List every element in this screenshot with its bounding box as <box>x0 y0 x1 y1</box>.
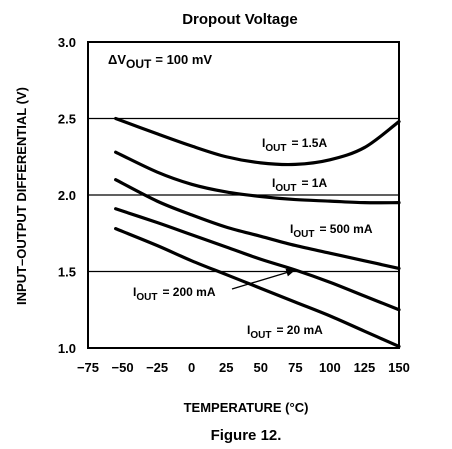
series-labels: IOUT = 1.5A IOUT = 1A IOUT = 500 mA IOUT = 200 … <box>133 136 373 341</box>
annotation-prefix: ΔV <box>108 52 126 67</box>
plot-frame <box>87 41 400 349</box>
x-tick-label: 100 <box>319 360 341 375</box>
series-iout-1a <box>114 150 401 205</box>
y-tick-label: 2.5 <box>58 112 76 127</box>
x-tick-label: −75 <box>77 360 99 375</box>
x-tick-label: 150 <box>388 360 410 375</box>
x-tick-label: −50 <box>112 360 134 375</box>
label-iout-1a: IOUT = 1A <box>272 176 327 194</box>
annotation-sub: OUT <box>126 57 152 71</box>
label-iout-20ma: IOUT = 20 mA <box>247 323 323 341</box>
annotation-suffix: = 100 mV <box>155 52 212 67</box>
x-axis-ticks: −75 −50 −25 0 25 50 75 100 125 150 <box>77 360 410 375</box>
label-iout-500ma: IOUT = 500 mA <box>290 222 373 240</box>
series-iout-200ma <box>114 207 401 312</box>
x-tick-label: 50 <box>254 360 268 375</box>
x-tick-label: 75 <box>288 360 302 375</box>
y-tick-label: 1.5 <box>58 265 76 280</box>
y-tick-label: 3.0 <box>58 35 76 50</box>
series-iout-500ma <box>114 178 401 271</box>
y-axis-label: INPUT–OUTPUT DIFFERENTIAL (V) <box>14 87 29 305</box>
y-axis-ticks: 1.0 1.5 2.0 2.5 3.0 <box>58 35 76 356</box>
x-tick-label: 0 <box>188 360 195 375</box>
leader-arrow-line <box>231 269 296 290</box>
series-group <box>114 116 401 349</box>
x-tick-label: 25 <box>219 360 233 375</box>
delta-vout-annotation: ΔVOUT = 100 mV <box>108 52 212 71</box>
y-tick-label: 2.0 <box>58 188 76 203</box>
leader-arrow-head <box>285 268 296 277</box>
label-iout-200ma: IOUT = 200 mA <box>133 285 216 303</box>
figure-caption: Figure 12. <box>211 427 282 444</box>
x-axis-label: TEMPERATURE (°C) <box>184 400 309 415</box>
chart-title: Dropout Voltage <box>182 11 298 28</box>
x-tick-label: −25 <box>146 360 168 375</box>
y-tick-label: 1.0 <box>58 341 76 356</box>
series-iout-1-5a <box>114 116 401 167</box>
label-iout-1-5a: IOUT = 1.5A <box>262 136 327 154</box>
series-iout-20ma <box>114 227 401 349</box>
x-tick-label: 125 <box>354 360 376 375</box>
